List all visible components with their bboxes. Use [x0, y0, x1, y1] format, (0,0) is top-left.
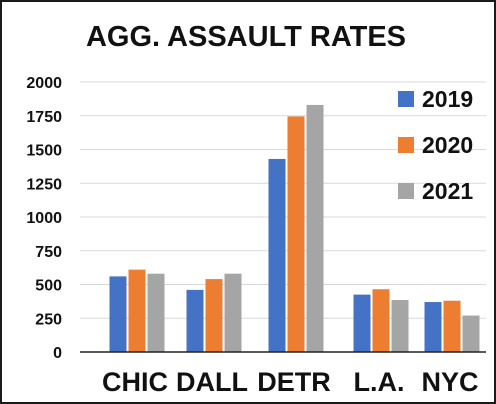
bar-nyc-2019	[424, 302, 442, 352]
y-tick-label: 750	[35, 244, 62, 261]
y-tick-label: 1500	[26, 143, 62, 160]
y-tick-label: 2000	[26, 75, 62, 92]
legend-label: 2021	[422, 178, 473, 204]
bar-dall-2021	[224, 273, 242, 352]
bars	[109, 104, 480, 352]
bar-detr-2019	[268, 158, 286, 352]
legend-swatch-2020	[398, 137, 414, 153]
bar-chic-2021	[147, 273, 165, 352]
bar-chic-2019	[109, 276, 127, 352]
y-tick-label: 1000	[26, 210, 62, 227]
legend-label: 2020	[422, 132, 473, 158]
y-axis-ticks: 2000 1750 1500 1250 1000 750 500 250 0	[26, 75, 62, 362]
x-tick-label: NYC	[421, 367, 478, 397]
bar-nyc-2021	[462, 315, 480, 352]
bar-detr-2021	[306, 104, 324, 352]
chart-title: AGG. ASSAULT RATES	[86, 21, 406, 53]
x-tick-label: CHIC	[102, 367, 168, 397]
x-tick-label: L.A.	[354, 367, 405, 397]
legend-label: 2019	[422, 86, 473, 112]
bar-dall-2019	[186, 289, 204, 352]
bar-detr-2020	[287, 116, 305, 352]
x-tick-label: DALL	[176, 367, 248, 397]
bar-nyc-2020	[443, 300, 461, 352]
legend-swatch-2021	[398, 183, 414, 199]
y-tick-label: 1250	[26, 176, 62, 193]
y-tick-label: 500	[35, 278, 62, 295]
x-tick-label: DETR	[257, 367, 331, 397]
y-tick-label: 1750	[26, 109, 62, 126]
bar-chic-2020	[128, 269, 146, 352]
bar-dall-2020	[205, 279, 223, 352]
bar-la-2021	[391, 300, 409, 352]
y-tick-label: 250	[35, 311, 62, 328]
legend-swatch-2019	[398, 91, 414, 107]
y-tick-label: 0	[53, 345, 62, 362]
bar-la-2020	[372, 289, 390, 352]
legend: 2019 2020 2021	[398, 86, 473, 204]
bar-la-2019	[353, 294, 371, 352]
x-axis-ticks: CHIC DALL DETR L.A. NYC	[102, 367, 479, 397]
